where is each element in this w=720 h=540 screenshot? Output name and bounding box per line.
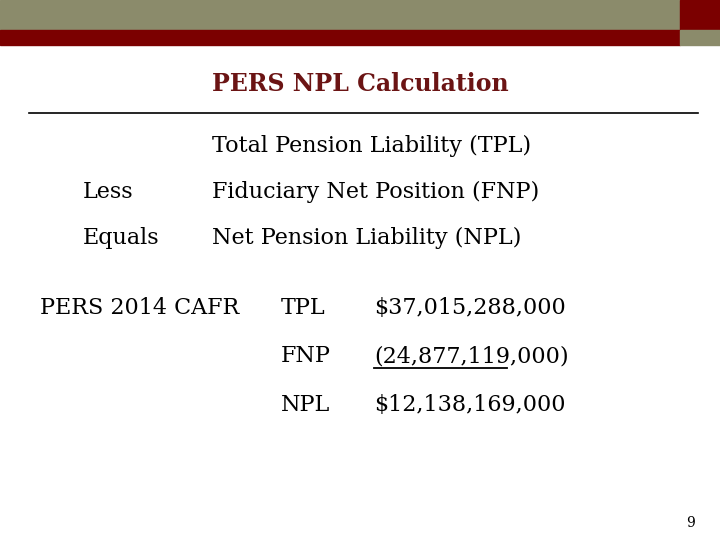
Text: PERS 2014 CAFR: PERS 2014 CAFR [40, 297, 239, 319]
Text: Total Pension Liability (TPL): Total Pension Liability (TPL) [212, 135, 531, 157]
Bar [0, 30, 680, 45]
Bar [0, 0, 680, 30]
Text: Fiduciary Net Position (FNP): Fiduciary Net Position (FNP) [212, 181, 540, 202]
Text: Net Pension Liability (NPL): Net Pension Liability (NPL) [212, 227, 522, 248]
Text: NPL: NPL [281, 394, 330, 416]
Text: $37,015,288,000: $37,015,288,000 [374, 297, 566, 319]
Bar [680, 0, 720, 30]
Text: Less: Less [83, 181, 133, 202]
Text: $12,138,169,000: $12,138,169,000 [374, 394, 566, 416]
Text: 9: 9 [686, 516, 695, 530]
Text: (24,877,119,000): (24,877,119,000) [374, 346, 569, 367]
Text: TPL: TPL [281, 297, 325, 319]
Text: FNP: FNP [281, 346, 330, 367]
Text: PERS NPL Calculation: PERS NPL Calculation [212, 72, 508, 96]
Text: Equals: Equals [83, 227, 159, 248]
Bar [680, 30, 720, 45]
